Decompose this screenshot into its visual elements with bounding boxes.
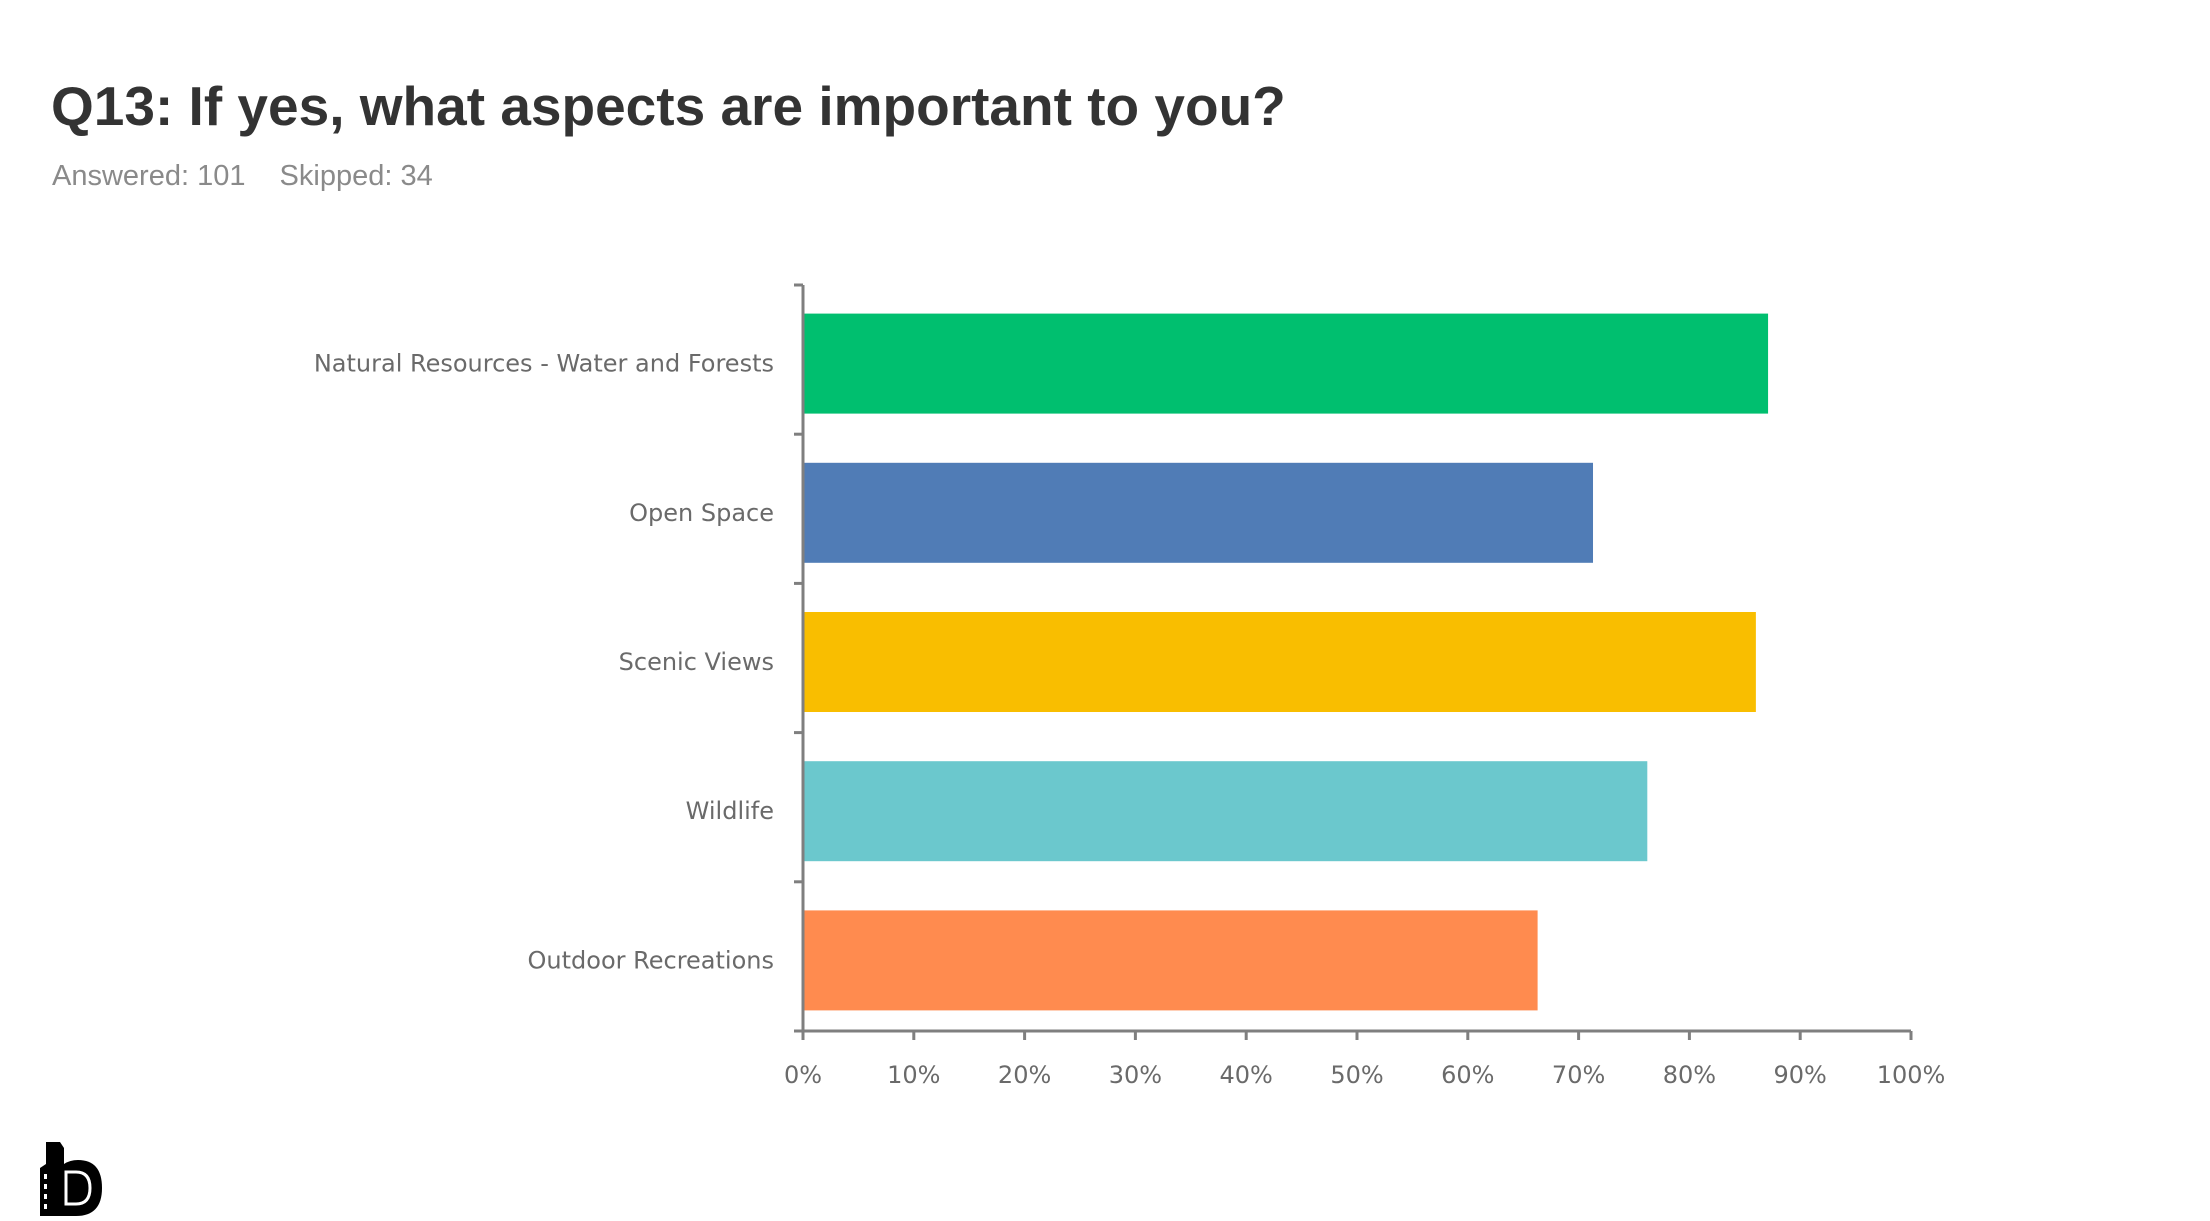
skipped-count: Skipped: 34 [279,160,433,192]
category-label: Scenic Views [619,648,774,676]
company-logo-icon [40,1142,102,1216]
category-label: Wildlife [686,797,774,825]
page-title: Q13: If yes, what aspects are important … [51,75,1286,137]
labels-group: Natural Resources - Water and Forests Ope… [314,350,1945,1089]
x-tick-label: 90% [1774,1061,1827,1089]
bars-group [803,313,1769,1011]
x-tick-label: 40% [1220,1061,1273,1089]
x-tick-label: 60% [1441,1061,1494,1089]
bar-1 [803,462,1594,563]
category-label: Natural Resources - Water and Forests [314,350,774,378]
category-label: Outdoor Recreations [528,946,774,974]
bar-4 [803,910,1538,1011]
x-tick-label: 20% [998,1061,1051,1089]
response-stats: Answered: 101 Skipped: 34 [52,160,459,193]
x-tick-label: 70% [1552,1061,1605,1089]
x-tick-label: 80% [1663,1061,1716,1089]
category-label: Open Space [629,499,774,527]
axes-group [794,283,1913,1040]
x-tick-label: 0% [784,1061,822,1089]
x-tick-label: 50% [1330,1061,1383,1089]
bar-2 [803,612,1756,712]
bar-3 [803,761,1648,862]
x-tick-label: 10% [887,1061,940,1089]
answered-count: Answered: 101 [52,160,246,192]
x-tick-label: 100% [1877,1061,1946,1089]
x-tick-label: 30% [1109,1061,1162,1089]
bar-0 [803,313,1769,414]
